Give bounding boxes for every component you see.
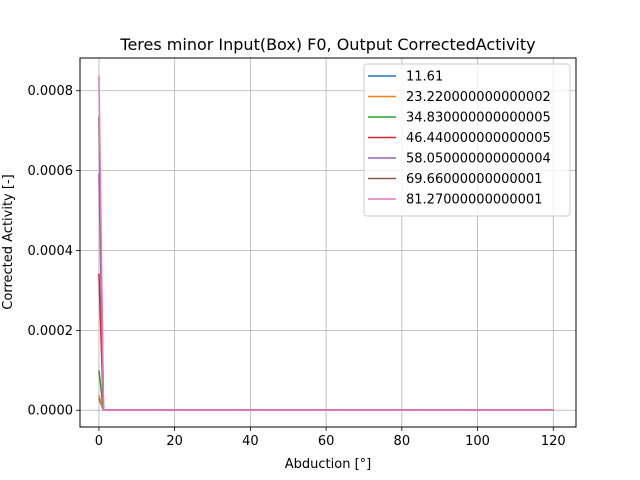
y-tick-label: 0.0000: [28, 404, 74, 419]
y-tick-label: 0.0002: [28, 324, 74, 339]
y-axis-ticks: 0.0000 0.0002 0.0004 0.0006 0.0008: [28, 84, 80, 419]
x-tick-label: 80: [394, 434, 411, 449]
x-tick-label: 0: [95, 434, 103, 449]
plot-frame: [79, 57, 577, 428]
x-tick-label: 40: [242, 434, 259, 449]
x-tick-label: 20: [166, 434, 183, 449]
x-tick-label: 60: [318, 434, 335, 449]
legend-label: 34.830000000000005: [406, 111, 551, 126]
legend-label: 81.27000000000001: [406, 193, 542, 208]
series-line: [98, 75, 554, 412]
x-axis-ticks: 0 20 40 60 80 100 120: [95, 427, 566, 449]
series-lines: [98, 75, 554, 412]
x-tick-label: 100: [465, 434, 490, 449]
y-tick-label: 0.0006: [28, 164, 74, 179]
legend-entries: 11.61 23.220000000000002 34.83000000000000…: [368, 70, 551, 208]
legend-label: 58.050000000000004: [406, 152, 551, 167]
legend-label: 69.66000000000001: [406, 172, 542, 187]
legend-box: [363, 63, 571, 217]
x-axis-label: Abduction [°]: [285, 457, 371, 472]
legend: 11.61 23.220000000000002 34.83000000000000…: [363, 63, 571, 217]
legend-label: 11.61: [406, 70, 443, 85]
y-tick-label: 0.0004: [28, 244, 74, 259]
legend-label: 46.440000000000005: [406, 131, 551, 146]
chart-title: Teres minor Input(Box) F0, Output Correc…: [119, 35, 535, 54]
y-tick-label: 0.0008: [28, 84, 74, 99]
x-tick-label: 120: [541, 434, 566, 449]
legend-label: 23.220000000000002: [406, 90, 551, 105]
y-axis-label: Corrected Activity [-]: [1, 174, 16, 309]
